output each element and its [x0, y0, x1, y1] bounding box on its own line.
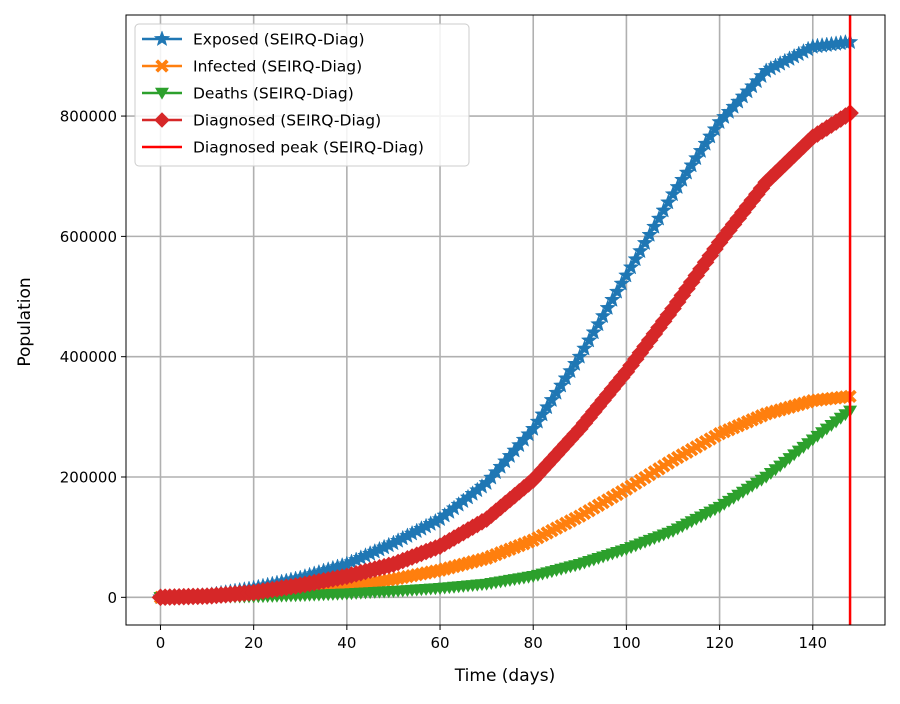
data-point: [729, 209, 748, 228]
legend-marker: [155, 59, 169, 73]
plot-area-frame: [125, 14, 886, 626]
legend-box: [134, 23, 470, 167]
legend-label: Diagnosed peak (SEIRQ-Diag): [193, 139, 424, 157]
data-point: [687, 266, 706, 285]
data-point: [618, 266, 635, 283]
plot-series: [151, 33, 859, 607]
data-point: [678, 279, 696, 298]
legend-label: Exposed (SEIRQ-Diag): [193, 31, 365, 49]
data-point: [599, 299, 617, 316]
data-point: [594, 307, 612, 324]
data-point: [743, 191, 762, 210]
data-point: [720, 221, 738, 240]
x-tick-label: 20: [244, 634, 263, 652]
axis-ticks: 0 20 40 60 80 100 120 140 0 200000 400000 600000 800…: [60, 108, 827, 652]
data-point: [696, 253, 715, 272]
legend-entries: Exposed (SEIRQ-Diag) Infected (SEIRQ-Diag…: [142, 30, 424, 157]
data-point: [799, 132, 817, 151]
x-tick-label: 80: [524, 634, 543, 652]
data-point: [710, 233, 729, 252]
x-tick-label: 60: [430, 634, 449, 652]
data-point: [654, 312, 673, 331]
data-point: [627, 250, 645, 267]
y-tick-label: 400000: [60, 348, 117, 366]
data-point: [631, 343, 650, 362]
data-point: [646, 217, 663, 234]
legend-marker: [153, 30, 171, 47]
data-point: [604, 291, 621, 307]
legend: Exposed (SEIRQ-Diag) Infected (SEIRQ-Diag…: [134, 23, 470, 167]
data-point: [576, 339, 593, 356]
y-axis-label: Population: [15, 277, 35, 366]
data-point: [664, 299, 682, 318]
y-tick-label: 800000: [60, 108, 117, 126]
data-point: [692, 260, 710, 278]
legend-marker: [154, 112, 170, 128]
legend-marker: [155, 87, 169, 100]
data-point: [715, 227, 734, 246]
data-point: [571, 347, 589, 364]
y-tick-label: 600000: [60, 228, 117, 246]
x-axis-label: Time (days): [454, 666, 555, 686]
data-point: [632, 242, 649, 259]
data-point: [734, 203, 752, 222]
x-tick-label: 40: [337, 634, 356, 652]
data-point: [622, 258, 640, 275]
legend-item: Diagnosed (SEIRQ-Diag): [142, 112, 381, 130]
data-point: [585, 323, 603, 340]
data-point: [668, 293, 687, 311]
data-point: [650, 209, 668, 226]
data-point: [645, 325, 664, 343]
data-point: [706, 240, 724, 258]
legend-item: Deaths (SEIRQ-Diag): [142, 85, 354, 103]
legend-label: Deaths (SEIRQ-Diag): [193, 85, 354, 103]
data-point: [590, 315, 607, 332]
data-point: [660, 193, 677, 210]
data-point: [659, 306, 678, 324]
data-point: [608, 282, 626, 299]
data-point: [673, 286, 692, 305]
y-tick-label: 0: [107, 589, 117, 607]
x-tick-label: 140: [798, 634, 827, 652]
data-point: [636, 234, 654, 251]
data-point: [655, 201, 673, 218]
data-point: [682, 273, 701, 291]
legend-label: Infected (SEIRQ-Diag): [193, 58, 362, 76]
data-point: [626, 350, 645, 368]
legend-item: Infected (SEIRQ-Diag): [142, 58, 362, 76]
y-tick-label: 200000: [60, 469, 117, 487]
legend-label: Diagnosed (SEIRQ-Diag): [193, 112, 381, 130]
legend-item: Exposed (SEIRQ-Diag): [142, 30, 365, 49]
data-point: [613, 274, 631, 291]
data-point: [724, 215, 743, 234]
data-point: [580, 331, 598, 348]
data-point: [748, 185, 766, 204]
series-diamond: [151, 104, 859, 607]
data-point: [641, 226, 659, 242]
data-point: [738, 197, 757, 216]
x-tick-label: 120: [705, 634, 734, 652]
legend-item: Diagnosed peak (SEIRQ-Diag): [142, 139, 424, 157]
x-tick-label: 0: [156, 634, 166, 652]
data-point: [650, 318, 668, 337]
data-point: [701, 246, 720, 265]
x-tick-label: 100: [612, 634, 641, 652]
